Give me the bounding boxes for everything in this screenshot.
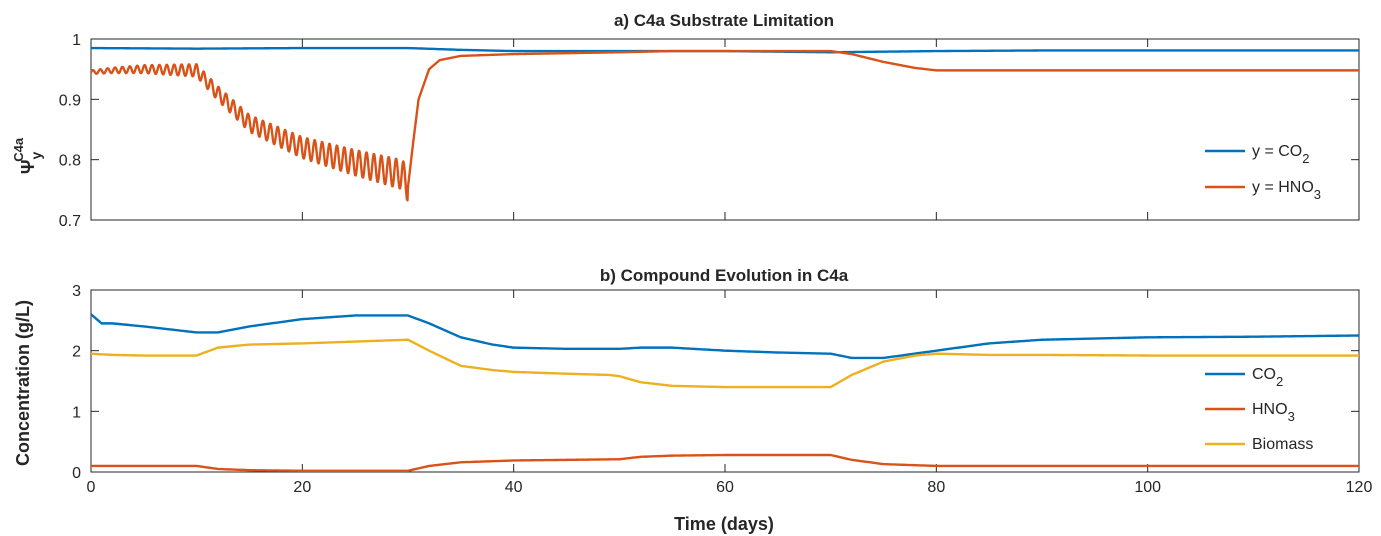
panel-b-xtick-label: 40 [505, 479, 523, 496]
panel-b-line-co2 [90, 313, 1360, 360]
panel-a-axes: 0.7 0.8 0.9 1 [59, 32, 1360, 230]
panel-b-ytick-label: 1 [72, 404, 81, 421]
panel-a-ylabel-sup: C4a [11, 137, 26, 162]
panel-b-series [90, 313, 1360, 472]
panel-a-legend-label: y = HNO3 [1252, 179, 1321, 202]
panel-a-title: a) C4a Substrate Limitation [614, 11, 834, 30]
panel-a-ytick-label: 0.9 [59, 92, 81, 109]
panel-b-ylabel: Concentration (g/L) [13, 300, 33, 466]
panel-b-xtick-label: 100 [1134, 479, 1161, 496]
panel-b-legend-label: CO2 [1252, 366, 1283, 389]
panel-b-legend-item: CO2 [1205, 366, 1283, 389]
panel-a-legend-item: y = CO2 [1205, 143, 1309, 166]
panel-b-xtick-label: 60 [716, 479, 734, 496]
panel-a-ytick-label: 0.7 [59, 213, 81, 230]
panel-b-ytick-label: 3 [72, 283, 81, 300]
panel-a-series [89, 46, 1360, 202]
panel-b-line-hno3 [91, 453, 1359, 472]
panel-a-plot-area [90, 38, 1360, 221]
panel-b-legend-label: HNO3 [1252, 401, 1295, 424]
panel-a-ytick-label: 0.8 [59, 153, 81, 170]
panel-b-legend-label: Biomass [1252, 436, 1313, 453]
panel-a-legend: y = CO2 y = HNO3 [1205, 143, 1321, 202]
panel-a-ylabel: ΨyC4a [11, 137, 44, 174]
panel-a: a) C4a Substrate Limitation ΨyC4a 0.7 0.8… [11, 11, 1360, 230]
panel-a-ylabel-sub: y [28, 152, 44, 160]
panel-a-line-y-hno3 [89, 49, 1360, 202]
panel-b-line-biomass [90, 338, 1359, 389]
panel-b-xtick-label: 20 [293, 479, 311, 496]
svg-text:ΨyC4a: ΨyC4a [11, 137, 44, 174]
panel-b-title: b) Compound Evolution in C4a [600, 266, 849, 285]
panel-b-legend: CO2 HNO3 Biomass [1205, 366, 1313, 453]
panel-a-ylabel-main: Ψ [18, 160, 38, 175]
panel-a-legend-label: y = CO2 [1252, 143, 1309, 166]
panel-b-plot-area [90, 289, 1360, 473]
panel-a-ytick-label: 1 [72, 32, 81, 49]
panel-b-ytick-label: 2 [72, 344, 81, 361]
panel-b-xlabel: Time (days) [674, 514, 774, 534]
panel-b-ytick-label: 0 [72, 465, 81, 482]
panel-b-xtick-label: 120 [1346, 479, 1373, 496]
panel-b-axes: 0 20 40 60 80 100 120 0 1 2 3 [72, 283, 1372, 496]
panel-b: b) Compound Evolution in C4a Concentrati… [13, 266, 1372, 534]
panel-b-xtick-label: 0 [87, 479, 96, 496]
panel-b-xtick-label: 80 [927, 479, 945, 496]
panel-a-legend-item: y = HNO3 [1205, 179, 1321, 202]
panel-b-legend-item: HNO3 [1205, 401, 1295, 424]
panel-b-legend-item: Biomass [1205, 436, 1313, 453]
